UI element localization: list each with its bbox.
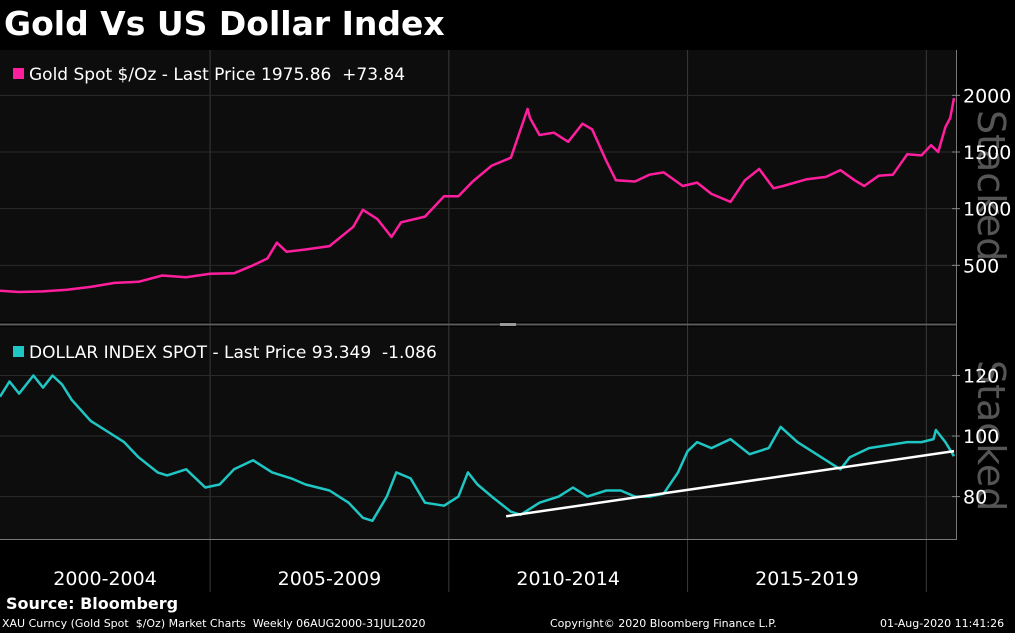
x-period-label: 2010-2014 bbox=[516, 568, 620, 590]
y-tick-label: 80 bbox=[963, 487, 987, 509]
legend-gold: Gold Spot $/Oz - Last Price 1975.86 +73.… bbox=[29, 65, 405, 85]
legend-dollar: DOLLAR INDEX SPOT - Last Price 93.349 -1… bbox=[29, 343, 437, 363]
y-tick-label: 2000 bbox=[963, 85, 1011, 107]
footer-bar: XAU Curncy (Gold Spot $/Oz) Market Chart… bbox=[0, 614, 1015, 633]
footer-center: Copyright© 2020 Bloomberg Finance L.P. bbox=[550, 617, 777, 630]
legend-swatch-gold bbox=[13, 68, 24, 79]
grid-lines bbox=[0, 50, 957, 592]
x-period-label: 2015-2019 bbox=[755, 568, 859, 590]
trendline-dollar-index bbox=[505, 449, 955, 518]
bottom-y-axis: 80 100 120 bbox=[952, 365, 999, 509]
footer-left: XAU Curncy (Gold Spot $/Oz) Market Chart… bbox=[2, 617, 426, 630]
x-axis-periods: 2000-2004 2005-2009 2010-2014 2015-2019 bbox=[53, 568, 858, 590]
y-tick-label: 120 bbox=[963, 365, 999, 387]
watermark-bottom: Stacked bbox=[969, 360, 1013, 511]
chart-title: Gold Vs US Dollar Index bbox=[4, 4, 445, 43]
y-tick-label: 500 bbox=[963, 255, 999, 277]
chart-area: Stacked Stacked 500 1000 1500 2000 80 100 120… bbox=[0, 50, 1013, 592]
watermark-top: Stacked bbox=[969, 110, 1013, 261]
top-y-axis: 500 1000 1500 2000 bbox=[952, 85, 1011, 277]
x-period-label: 2000-2004 bbox=[53, 568, 157, 590]
series-dollar-index bbox=[0, 374, 956, 523]
y-tick-label: 100 bbox=[963, 426, 999, 448]
x-period-label: 2005-2009 bbox=[278, 568, 382, 590]
y-tick-label: 1000 bbox=[963, 199, 1011, 221]
y-tick-label: 1500 bbox=[963, 142, 1011, 164]
series-gold-spot bbox=[0, 97, 956, 294]
legend-swatch-dollar bbox=[13, 346, 24, 357]
bottom-panel-bg bbox=[0, 327, 957, 539]
footer-right: 01-Aug-2020 11:41:26 bbox=[880, 617, 1005, 630]
source-note: Source: Bloomberg bbox=[6, 594, 179, 613]
